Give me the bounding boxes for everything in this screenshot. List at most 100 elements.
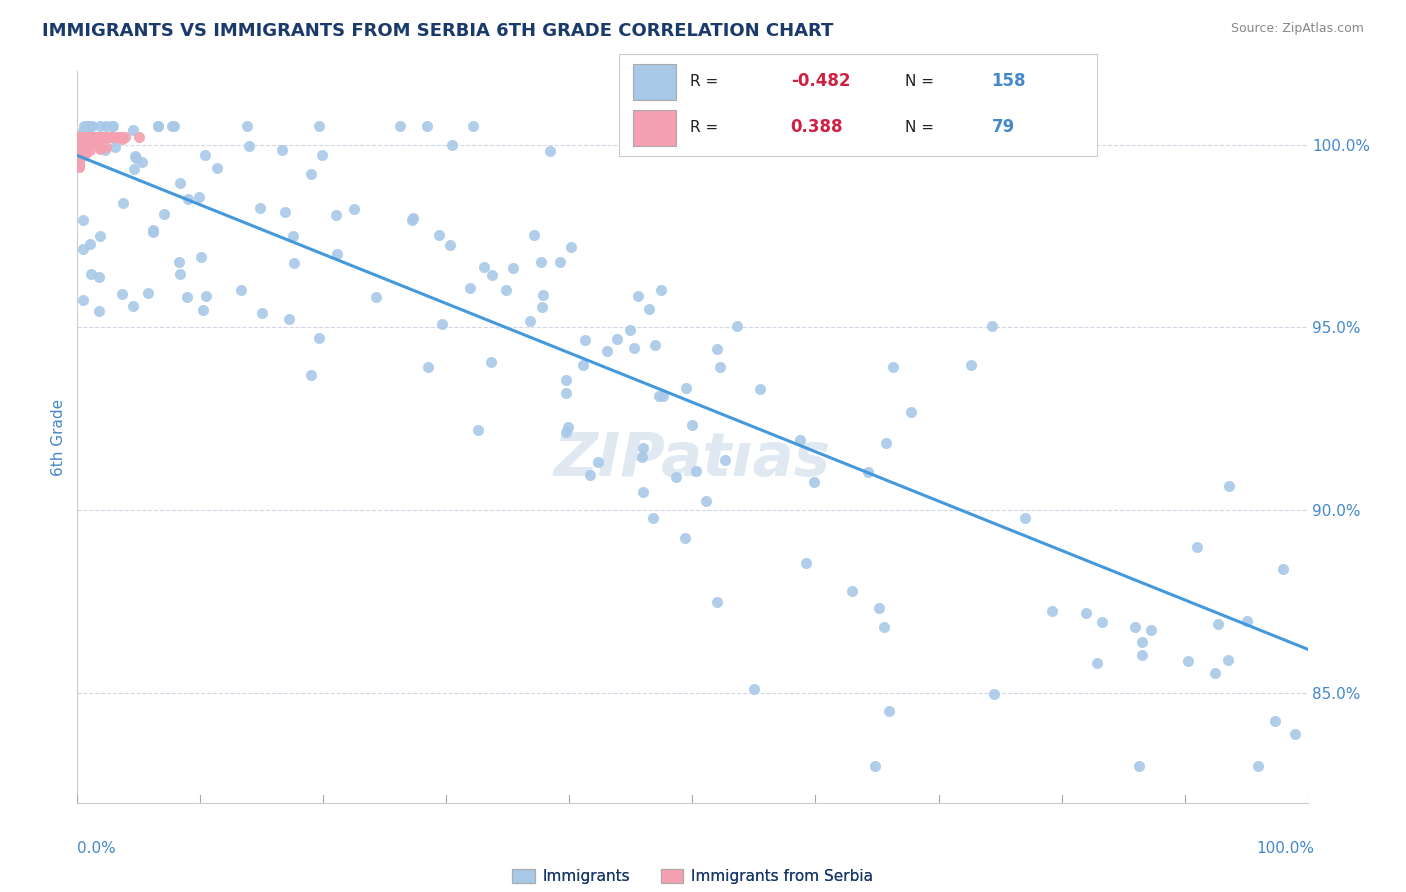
Point (194, 147, 217, 161)
Point (273, 205, 295, 219)
Point (554, 425, 576, 440)
Point (190, 250, 212, 264)
Point (67, 155, 90, 169)
Point (523, 227, 546, 242)
Point (1177, 654, 1199, 668)
Point (177, 192, 200, 206)
Point (69, 142, 91, 156)
Point (281, 228, 304, 243)
Point (67, 132, 90, 146)
Point (596, 344, 619, 359)
Point (76, 120, 98, 134)
Point (72, 136, 94, 151)
Point (725, 318, 748, 333)
Point (76, 130, 98, 145)
Point (389, 120, 412, 134)
Point (75, 130, 97, 145)
Point (142, 223, 165, 237)
Point (794, 556, 817, 570)
FancyBboxPatch shape (633, 64, 676, 100)
Point (87, 130, 110, 145)
Text: ZIPatıas: ZIPatıas (554, 430, 831, 489)
Point (87, 130, 110, 145)
Point (685, 463, 707, 477)
Point (1130, 648, 1153, 662)
Point (519, 314, 541, 328)
Point (574, 333, 596, 347)
Point (148, 120, 170, 134)
Point (841, 583, 863, 598)
Point (108, 130, 131, 145)
Point (69, 130, 91, 145)
Point (104, 140, 127, 154)
Point (80, 130, 103, 145)
Point (75, 133, 97, 147)
Point (124, 149, 146, 163)
Point (873, 620, 896, 634)
Point (879, 704, 901, 718)
Point (623, 341, 645, 355)
Point (665, 470, 688, 484)
Point (311, 147, 333, 161)
Point (706, 343, 728, 357)
Point (326, 247, 349, 261)
Text: R =: R = (690, 74, 718, 88)
Point (299, 368, 322, 383)
Point (108, 130, 131, 145)
Point (441, 137, 464, 152)
Point (900, 405, 922, 419)
Point (1218, 479, 1240, 493)
Point (83, 130, 105, 145)
Point (706, 594, 728, 608)
Point (1040, 604, 1063, 618)
Point (638, 302, 661, 317)
Point (960, 358, 983, 372)
Point (128, 130, 150, 145)
Point (111, 287, 134, 301)
Point (153, 207, 176, 221)
Point (72, 136, 94, 151)
Point (79, 144, 101, 158)
Point (67, 138, 90, 153)
Point (112, 196, 135, 211)
Point (124, 151, 146, 165)
Point (146, 120, 169, 134)
Point (101, 120, 124, 134)
Point (163, 120, 186, 134)
Point (83, 130, 105, 145)
Text: 100.0%: 100.0% (1257, 841, 1315, 856)
Point (90, 130, 112, 145)
Point (67, 145, 90, 159)
Point (236, 120, 259, 134)
Point (495, 283, 517, 297)
Point (1125, 620, 1147, 634)
Point (176, 290, 198, 304)
Text: 158: 158 (991, 72, 1026, 90)
Point (79, 130, 101, 145)
Point (96, 140, 118, 154)
Point (299, 167, 322, 181)
Point (1264, 714, 1286, 728)
Point (633, 441, 655, 455)
Text: R =: R = (690, 120, 718, 135)
Point (875, 436, 897, 450)
Point (87, 130, 110, 145)
Point (122, 299, 145, 313)
Point (67, 148, 90, 162)
Point (748, 382, 770, 396)
Point (70, 130, 93, 145)
Point (709, 360, 731, 375)
Point (73, 130, 96, 145)
Point (72, 137, 94, 152)
Point (94, 143, 117, 157)
Point (136, 285, 159, 300)
Point (579, 468, 602, 483)
Point (627, 289, 650, 303)
Point (1140, 623, 1163, 637)
Point (67, 135, 90, 149)
Point (1130, 635, 1153, 649)
Point (364, 290, 387, 304)
Point (96, 120, 118, 134)
Point (308, 331, 330, 345)
Point (67, 160, 90, 174)
